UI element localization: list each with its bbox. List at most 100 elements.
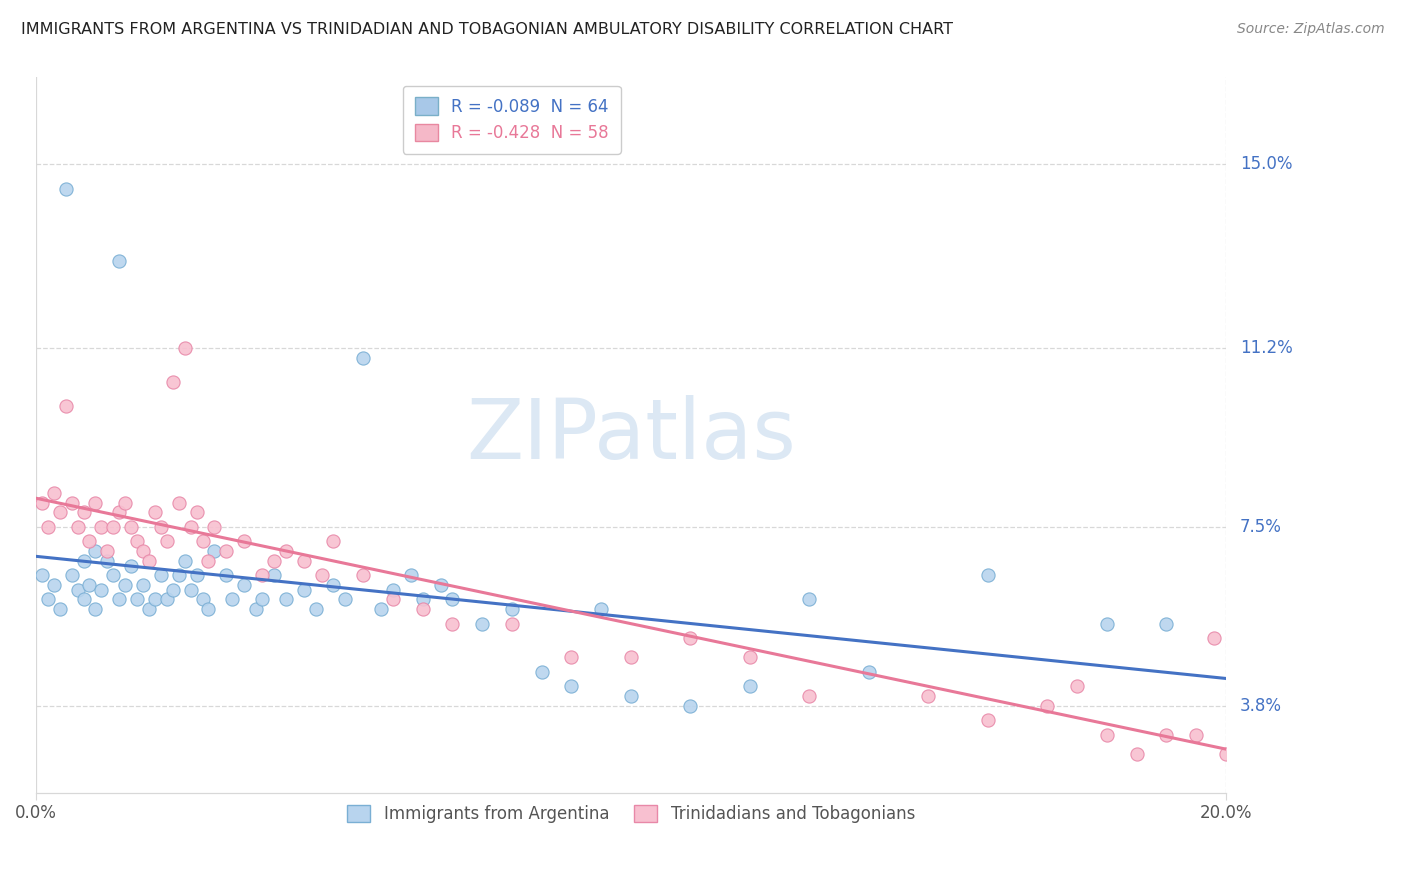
Point <box>352 351 374 365</box>
Point <box>381 582 404 597</box>
Point <box>204 520 226 534</box>
Point <box>79 578 101 592</box>
Point <box>96 554 118 568</box>
Point <box>335 592 357 607</box>
Point <box>304 602 326 616</box>
Point <box>1066 679 1088 693</box>
Point <box>180 520 202 534</box>
Point <box>1156 728 1178 742</box>
Point <box>560 650 582 665</box>
Point <box>162 582 184 597</box>
Point <box>233 534 256 549</box>
Point <box>156 534 179 549</box>
Point <box>72 505 94 519</box>
Point <box>84 544 107 558</box>
Point <box>37 520 59 534</box>
Point <box>370 602 392 616</box>
Point <box>72 592 94 607</box>
Point <box>90 520 112 534</box>
Point <box>186 568 208 582</box>
Point <box>1095 728 1118 742</box>
Point <box>108 505 131 519</box>
Point <box>48 505 70 519</box>
Point <box>233 578 256 592</box>
Point <box>501 602 523 616</box>
Point <box>738 679 761 693</box>
Point <box>180 582 202 597</box>
Text: 7.5%: 7.5% <box>1240 518 1282 536</box>
Point <box>55 399 77 413</box>
Point <box>1215 747 1237 761</box>
Point <box>60 496 83 510</box>
Point <box>215 568 238 582</box>
Point <box>132 544 155 558</box>
Text: 3.8%: 3.8% <box>1240 697 1282 714</box>
Legend: Immigrants from Argentina, Trinidadians and Tobagonians: Immigrants from Argentina, Trinidadians … <box>335 793 927 834</box>
Point <box>322 534 344 549</box>
Point <box>108 592 131 607</box>
Point <box>143 505 166 519</box>
Point <box>96 544 118 558</box>
Point <box>620 650 643 665</box>
Point <box>167 568 190 582</box>
Point <box>72 554 94 568</box>
Point <box>66 582 89 597</box>
Point <box>1156 616 1178 631</box>
Point <box>42 578 65 592</box>
Point <box>977 568 1000 582</box>
Point <box>221 592 243 607</box>
Point <box>322 578 344 592</box>
Point <box>132 578 155 592</box>
Point <box>429 578 451 592</box>
Point <box>441 616 464 631</box>
Text: Source: ZipAtlas.com: Source: ZipAtlas.com <box>1237 22 1385 37</box>
Text: ZIPatlas: ZIPatlas <box>465 394 796 475</box>
Point <box>84 602 107 616</box>
Point <box>858 665 880 679</box>
Point <box>381 592 404 607</box>
Point <box>60 568 83 582</box>
Point <box>620 689 643 703</box>
Point <box>48 602 70 616</box>
Point <box>149 520 172 534</box>
Point <box>352 568 374 582</box>
Point <box>173 554 195 568</box>
Point <box>679 698 702 713</box>
Point <box>274 544 297 558</box>
Point <box>917 689 939 703</box>
Point <box>263 568 285 582</box>
Point <box>1036 698 1059 713</box>
Point <box>37 592 59 607</box>
Point <box>471 616 494 631</box>
Point <box>156 592 179 607</box>
Point <box>55 181 77 195</box>
Point <box>90 582 112 597</box>
Point <box>127 592 149 607</box>
Point <box>120 558 142 573</box>
Point <box>591 602 613 616</box>
Point <box>977 713 1000 727</box>
Point <box>191 534 214 549</box>
Point <box>162 375 184 389</box>
Point <box>66 520 89 534</box>
Point <box>127 534 149 549</box>
Point <box>173 341 195 355</box>
Point <box>412 602 434 616</box>
Point <box>103 568 125 582</box>
Point <box>84 496 107 510</box>
Point <box>197 554 219 568</box>
Point <box>412 592 434 607</box>
Text: 11.2%: 11.2% <box>1240 339 1292 357</box>
Point <box>1185 728 1208 742</box>
Point <box>79 534 101 549</box>
Point <box>114 496 136 510</box>
Point <box>292 554 315 568</box>
Point <box>31 496 53 510</box>
Point <box>143 592 166 607</box>
Point <box>799 689 821 703</box>
Point <box>42 486 65 500</box>
Point <box>31 568 53 582</box>
Point <box>120 520 142 534</box>
Point <box>263 554 285 568</box>
Point <box>738 650 761 665</box>
